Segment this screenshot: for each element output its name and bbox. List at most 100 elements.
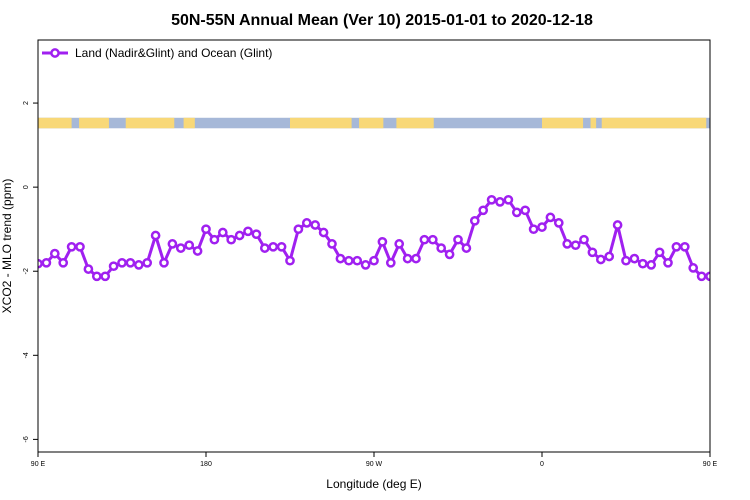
- data-point: [511, 207, 522, 218]
- data-point: [679, 241, 690, 252]
- data-point: [133, 260, 144, 270]
- data-point: [142, 257, 153, 268]
- land-segment: [79, 117, 109, 129]
- land-ocean-band: [38, 117, 710, 129]
- data-point: [612, 220, 623, 230]
- data-point: [310, 220, 321, 230]
- y-axis-ticks: 2 0 -2 -4 -6: [23, 101, 38, 443]
- data-point: [629, 253, 640, 264]
- data-point: [394, 239, 405, 249]
- data-point: [125, 257, 136, 268]
- x-tick-label: 90 W: [366, 461, 383, 468]
- y-tick-label: -6: [23, 436, 30, 442]
- data-point: [192, 246, 203, 256]
- land-segment: [183, 117, 195, 129]
- y-tick-label: 0: [23, 185, 30, 189]
- data-point: [453, 234, 463, 245]
- data-point: [520, 205, 531, 216]
- data-point: [402, 253, 413, 264]
- land-segment: [542, 117, 584, 129]
- data-point: [503, 194, 514, 205]
- data-point: [654, 247, 665, 258]
- data-point: [285, 255, 295, 266]
- data-point: [209, 234, 220, 245]
- data-point: [184, 240, 195, 251]
- data-point: [646, 260, 657, 270]
- data-point: [49, 248, 60, 259]
- data-point: [41, 257, 52, 268]
- data-point: [58, 257, 69, 268]
- data-point: [352, 255, 363, 266]
- data-point: [637, 258, 648, 269]
- data-point: [587, 247, 598, 258]
- data-point: [226, 234, 237, 245]
- data-point: [217, 227, 228, 238]
- data-point: [604, 251, 615, 262]
- data-point: [91, 271, 102, 282]
- data-point: [436, 243, 447, 253]
- data-point: [528, 224, 539, 235]
- land-segment: [359, 117, 384, 129]
- data-point: [595, 254, 606, 265]
- data-point: [117, 257, 127, 268]
- legend-marker: [50, 48, 60, 58]
- data-point: [486, 194, 497, 205]
- data-point: [427, 234, 438, 245]
- x-axis-label: Longitude (deg E): [326, 477, 421, 491]
- data-point: [553, 218, 564, 228]
- data-point: [318, 227, 329, 238]
- data-point: [343, 255, 354, 266]
- land-segment: [590, 117, 597, 129]
- land-segment: [125, 117, 175, 129]
- data-point: [335, 253, 346, 264]
- data-point: [696, 271, 707, 282]
- data-point: [167, 239, 178, 249]
- data-point: [419, 234, 430, 245]
- data-point: [545, 212, 556, 223]
- x-axis-ticks: 90 E 180 90 W 0 90 E: [31, 452, 718, 468]
- y-tick-label: 2: [23, 101, 30, 105]
- data-point: [377, 236, 388, 247]
- data-point: [234, 230, 245, 241]
- land-segment: [601, 117, 707, 129]
- data-point: [360, 260, 371, 270]
- data-point: [478, 205, 489, 216]
- data-point: [251, 229, 262, 240]
- data-point: [562, 239, 573, 249]
- data-point: [570, 240, 581, 251]
- x-tick-label: 0: [540, 461, 544, 468]
- x-tick-label: 90 E: [703, 461, 718, 468]
- data-point: [66, 241, 77, 252]
- data-point: [621, 255, 631, 266]
- data-point: [663, 257, 673, 268]
- data-point: [411, 253, 421, 264]
- data-point: [537, 222, 547, 232]
- x-tick-label: 180: [200, 461, 212, 468]
- data-point: [495, 197, 505, 207]
- data-point: [301, 218, 312, 228]
- legend-label: Land (Nadir&Glint) and Ocean (Glint): [75, 46, 272, 60]
- data-point: [385, 257, 396, 268]
- data-point: [293, 224, 304, 235]
- data-point: [688, 263, 699, 273]
- plot-frame: [37, 39, 711, 453]
- data-point: [259, 243, 270, 253]
- x-tick-label: 90 E: [31, 461, 46, 468]
- data-point: [201, 224, 211, 235]
- chart-title: 50N-55N Annual Mean (Ver 10) 2015-01-01 …: [171, 12, 593, 29]
- data-point: [83, 264, 94, 274]
- series-layer: [38, 194, 710, 282]
- land-segment: [38, 117, 72, 129]
- data-point: [705, 271, 710, 282]
- land-segment: [396, 117, 434, 129]
- data-point: [175, 243, 186, 253]
- land-segment: [290, 117, 352, 129]
- data-point: [671, 241, 682, 252]
- data-point: [461, 243, 472, 253]
- data-point: [75, 241, 85, 252]
- data-point: [469, 215, 480, 226]
- data-point: [108, 261, 119, 272]
- data-point: [100, 271, 111, 282]
- y-tick-label: -4: [23, 352, 30, 358]
- legend: Land (Nadir&Glint) and Ocean (Glint): [42, 46, 272, 60]
